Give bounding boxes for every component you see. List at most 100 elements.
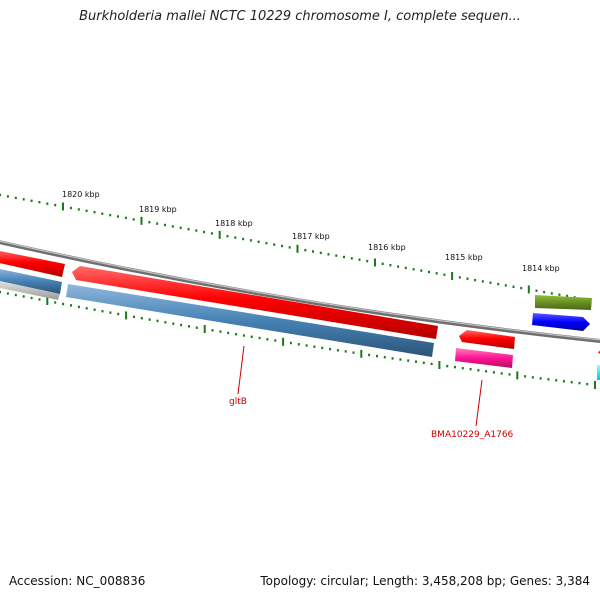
minor-tick — [466, 277, 469, 280]
minor-tick — [85, 209, 88, 212]
major-tick — [438, 361, 441, 369]
minor-tick — [500, 372, 503, 375]
label-leader-gltB — [237, 345, 245, 395]
minor-tick — [250, 335, 253, 338]
minor-tick — [211, 329, 214, 332]
kbp-label: 1820 kbp — [62, 190, 100, 199]
minor-tick — [570, 381, 573, 384]
gene-label-gltB[interactable]: gltB — [229, 397, 247, 407]
major-tick — [62, 202, 64, 211]
major-tick — [203, 325, 206, 333]
minor-tick — [195, 326, 198, 329]
minor-tick — [407, 359, 410, 362]
minor-tick — [550, 292, 553, 295]
minor-tick — [558, 293, 561, 296]
major-tick — [46, 297, 49, 305]
minor-tick — [164, 223, 166, 227]
minor-tick — [187, 228, 190, 231]
gene-arrow-cyan-edge[interactable] — [597, 365, 600, 380]
minor-tick — [109, 311, 112, 314]
minor-tick — [404, 266, 407, 270]
minor-tick — [481, 280, 484, 283]
minor-tick — [188, 325, 190, 328]
minor-tick — [265, 242, 268, 245]
minor-tick — [555, 379, 558, 382]
outer-tick-ring — [0, 193, 591, 302]
minor-tick — [321, 346, 324, 350]
major-tick — [374, 258, 376, 267]
minor-tick — [227, 331, 230, 335]
gene-arrow-blue[interactable] — [532, 313, 590, 331]
minor-tick — [109, 213, 112, 217]
minor-tick — [508, 373, 511, 376]
minor-tick — [415, 360, 417, 363]
minor-tick — [391, 357, 394, 360]
minor-tick — [266, 338, 269, 341]
minor-tick — [117, 215, 119, 218]
minor-tick — [446, 364, 449, 368]
minor-tick — [474, 278, 477, 282]
minor-tick — [352, 351, 355, 354]
minor-tick — [85, 307, 88, 310]
minor-tick — [69, 206, 72, 210]
minor-tick — [454, 365, 456, 369]
minor-tick — [336, 349, 339, 352]
minor-tick — [504, 284, 507, 287]
minor-tick — [234, 236, 237, 239]
gene-arrow-BMA-steelblue[interactable] — [66, 284, 434, 357]
minor-tick — [586, 382, 589, 386]
minor-tick — [420, 269, 423, 272]
minor-tick — [512, 285, 515, 288]
minor-tick — [148, 318, 151, 321]
major-tick — [296, 244, 299, 253]
kbp-label: 1815 kbp — [445, 253, 483, 262]
minor-tick — [381, 262, 384, 265]
minor-tick — [235, 333, 238, 336]
gene-arrow-grey-left-partial[interactable] — [0, 280, 60, 300]
minor-tick — [22, 198, 25, 201]
minor-tick — [133, 315, 135, 318]
minor-tick — [132, 218, 135, 221]
label-leader-BMA10229_A1766 — [475, 379, 483, 427]
minor-tick — [249, 239, 252, 242]
gene-arrow-BMA10229_A1766[interactable] — [455, 348, 513, 368]
minor-tick — [422, 361, 425, 364]
minor-tick — [0, 193, 1, 197]
minor-tick — [319, 251, 322, 255]
inner-tick-ring — [0, 290, 596, 389]
minor-tick — [543, 290, 546, 294]
minor-tick — [180, 323, 183, 327]
genome-backbone — [0, 240, 600, 343]
major-tick — [125, 311, 128, 320]
minor-tick — [164, 321, 167, 324]
minor-tick — [350, 257, 353, 260]
gene-arrow-gltB[interactable] — [72, 266, 438, 339]
minor-tick — [376, 354, 378, 358]
minor-tick — [38, 201, 41, 204]
minor-tick — [258, 336, 261, 340]
major-tick — [527, 285, 530, 294]
minor-tick — [172, 322, 175, 325]
gene-arrow-olive[interactable] — [535, 295, 592, 310]
minor-tick — [389, 264, 392, 267]
minor-tick — [461, 367, 464, 370]
gene-label-BMA10229_A1766[interactable]: BMA10229_A1766 — [431, 430, 514, 440]
minor-tick — [14, 196, 17, 200]
minor-tick — [93, 308, 96, 311]
minor-tick — [566, 294, 569, 298]
gene-arrow-red-left-partial[interactable] — [0, 250, 65, 277]
minor-tick — [305, 344, 308, 347]
minor-tick — [489, 281, 492, 284]
gene-arrow-steelblue-left-partial[interactable] — [0, 268, 62, 294]
minor-tick — [30, 296, 33, 300]
minor-tick — [313, 345, 316, 348]
minor-tick — [46, 202, 49, 205]
gene-arrow-red-small[interactable] — [459, 330, 515, 349]
minor-tick — [412, 268, 415, 271]
minor-tick — [77, 208, 80, 211]
minor-tick — [274, 339, 277, 342]
minor-tick — [30, 199, 33, 202]
kbp-label: 1818 kbp — [215, 219, 253, 228]
minor-tick — [93, 211, 96, 214]
minor-tick — [148, 221, 151, 224]
